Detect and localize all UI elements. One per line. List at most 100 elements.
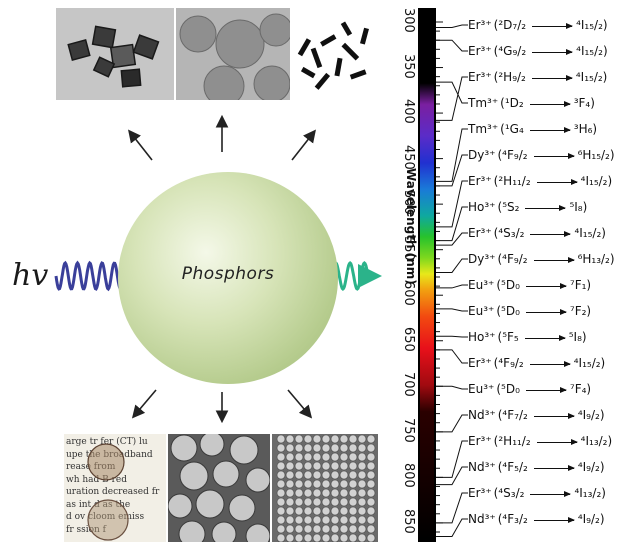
- nanoparticle: [321, 452, 331, 462]
- transition-ion: Nd³⁺: [468, 460, 496, 474]
- nanoparticle: [366, 479, 376, 489]
- tick-label: 850: [401, 508, 416, 534]
- printed-text-line: fr ssion f: [66, 524, 107, 535]
- transition-final-state: ⁵I₈): [569, 200, 588, 214]
- nanoparticle: [357, 497, 367, 507]
- nanoparticle: [339, 443, 349, 453]
- transition-connector: [436, 518, 468, 538]
- transition-final-state: ⁶H₁₅/₂): [577, 148, 615, 162]
- nanoparticle: [339, 470, 349, 480]
- nanoparticle: [339, 434, 349, 444]
- printed-text-line: arge tr fer (CT) lu: [66, 437, 148, 447]
- nanoparticle: [303, 479, 313, 489]
- nanoparticle: [303, 488, 313, 498]
- transition-ion: Eu³⁺: [468, 304, 495, 318]
- transition-connector: [436, 335, 468, 338]
- nanoparticle: [303, 443, 313, 453]
- nanoparticle: [321, 470, 331, 480]
- nanoparticle: [312, 461, 322, 471]
- transition-initial-state: (⁴G₉/₂: [493, 44, 527, 58]
- nanoparticle: [312, 479, 322, 489]
- transition-arrow-icon: [533, 256, 575, 263]
- nanoparticle: [357, 488, 367, 498]
- nanoparticle: [276, 533, 286, 542]
- nanoparticle: [357, 470, 367, 480]
- transition-arrow-icon: [536, 438, 578, 445]
- nanoparticle: [348, 461, 358, 471]
- nanoparticle: [348, 443, 358, 453]
- transition-connector: [436, 385, 468, 390]
- nanoparticle: [312, 506, 322, 516]
- transition-entry: Dy³⁺ (⁴F₉/₂ ⁶H₁₃/₂): [468, 248, 615, 270]
- nanoparticle: [285, 434, 295, 444]
- nanoparticle: [294, 515, 304, 525]
- nanoparticle: [366, 443, 376, 453]
- nanoparticle: [294, 506, 304, 516]
- transition-final-state: ⁵I₈): [568, 330, 587, 344]
- nanoparticle: [276, 452, 286, 462]
- transition-ion: Er³⁺: [468, 434, 492, 448]
- transition-ion: Nd³⁺: [468, 408, 496, 422]
- nanoparticle: [312, 515, 322, 525]
- transition-entry: Eu³⁺ (⁵D₀ ⁷F₄): [468, 378, 591, 400]
- nanoparticle: [294, 452, 304, 462]
- transition-connector: [436, 154, 468, 187]
- transition-connector: [436, 206, 468, 242]
- transition-arrow-icon: [525, 386, 567, 393]
- nanoparticle: [330, 479, 340, 489]
- nanoparticle: [348, 488, 358, 498]
- transition-ion: Tm³⁺: [468, 96, 499, 110]
- tick-label: 300: [401, 8, 416, 33]
- transition-arrow-icon: [529, 126, 571, 133]
- transition-arrow-icon: [532, 22, 574, 29]
- tick-label: 350: [401, 53, 416, 79]
- nanoparticle: [357, 479, 367, 489]
- tick-label: 800: [401, 463, 416, 489]
- transition-ion: Er³⁺: [468, 486, 492, 500]
- tick-label: 500: [401, 190, 416, 215]
- transition-entry: Ho³⁺ (⁵F₅ ⁵I₈): [468, 326, 587, 348]
- transition-connector: [436, 492, 468, 524]
- nanoparticle: [285, 506, 295, 516]
- transition-entry: Er³⁺ (²D₇/₂ ⁴I₁₅/₂): [468, 14, 608, 36]
- nanoparticle: [303, 533, 313, 542]
- nanoparticle: [312, 443, 322, 453]
- nanoparticle: [330, 470, 340, 480]
- transition-arrow-icon: [529, 100, 571, 107]
- spectrum-bar: [420, 9, 434, 539]
- nanoparticle: [285, 461, 295, 471]
- transition-ion: Er³⁺: [468, 356, 492, 370]
- nanoparticle: [366, 506, 376, 516]
- transition-connector: [436, 466, 468, 486]
- transition-initial-state: (⁴F₅/₂: [497, 460, 528, 474]
- nanoparticle: [330, 515, 340, 525]
- transition-final-state: ⁷F₂): [569, 304, 592, 318]
- nanoparticle: [348, 506, 358, 516]
- nanoparticle: [321, 461, 331, 471]
- tem-nanospheres-image: [176, 8, 290, 100]
- transition-initial-state: (²H₉/₂: [493, 70, 526, 84]
- transition-ion: Er³⁺: [468, 226, 492, 240]
- transition-connector: [436, 76, 468, 121]
- nanoparticle: [312, 434, 322, 444]
- transition-connector: [436, 81, 468, 104]
- tick-label: 650: [401, 326, 416, 352]
- transition-ion: Er³⁺: [468, 70, 492, 84]
- transition-arrow-icon: [529, 360, 571, 367]
- transition-entry: Nd³⁺ (⁴F₅/₂ ⁴I₉/₂): [468, 456, 605, 478]
- transition-arrow-icon: [533, 516, 575, 523]
- nanoparticle: [321, 524, 331, 534]
- transition-arrow-icon: [536, 178, 578, 185]
- transition-arrow-icon: [525, 308, 567, 315]
- nanoparticle: [366, 434, 376, 444]
- transition-final-state: ⁴I₁₅/₂): [573, 356, 606, 370]
- nanoparticle: [366, 533, 376, 542]
- transition-connector: [436, 39, 468, 52]
- transition-ion: Er³⁺: [468, 174, 492, 188]
- nanoparticle: [366, 488, 376, 498]
- nanoparticle: [366, 452, 376, 462]
- nanoparticle: [330, 461, 340, 471]
- transition-final-state: ⁷F₄): [569, 382, 592, 396]
- transition-final-state: ⁷F₁): [569, 278, 592, 292]
- transition-initial-state: (⁴S₃/₂: [493, 486, 525, 500]
